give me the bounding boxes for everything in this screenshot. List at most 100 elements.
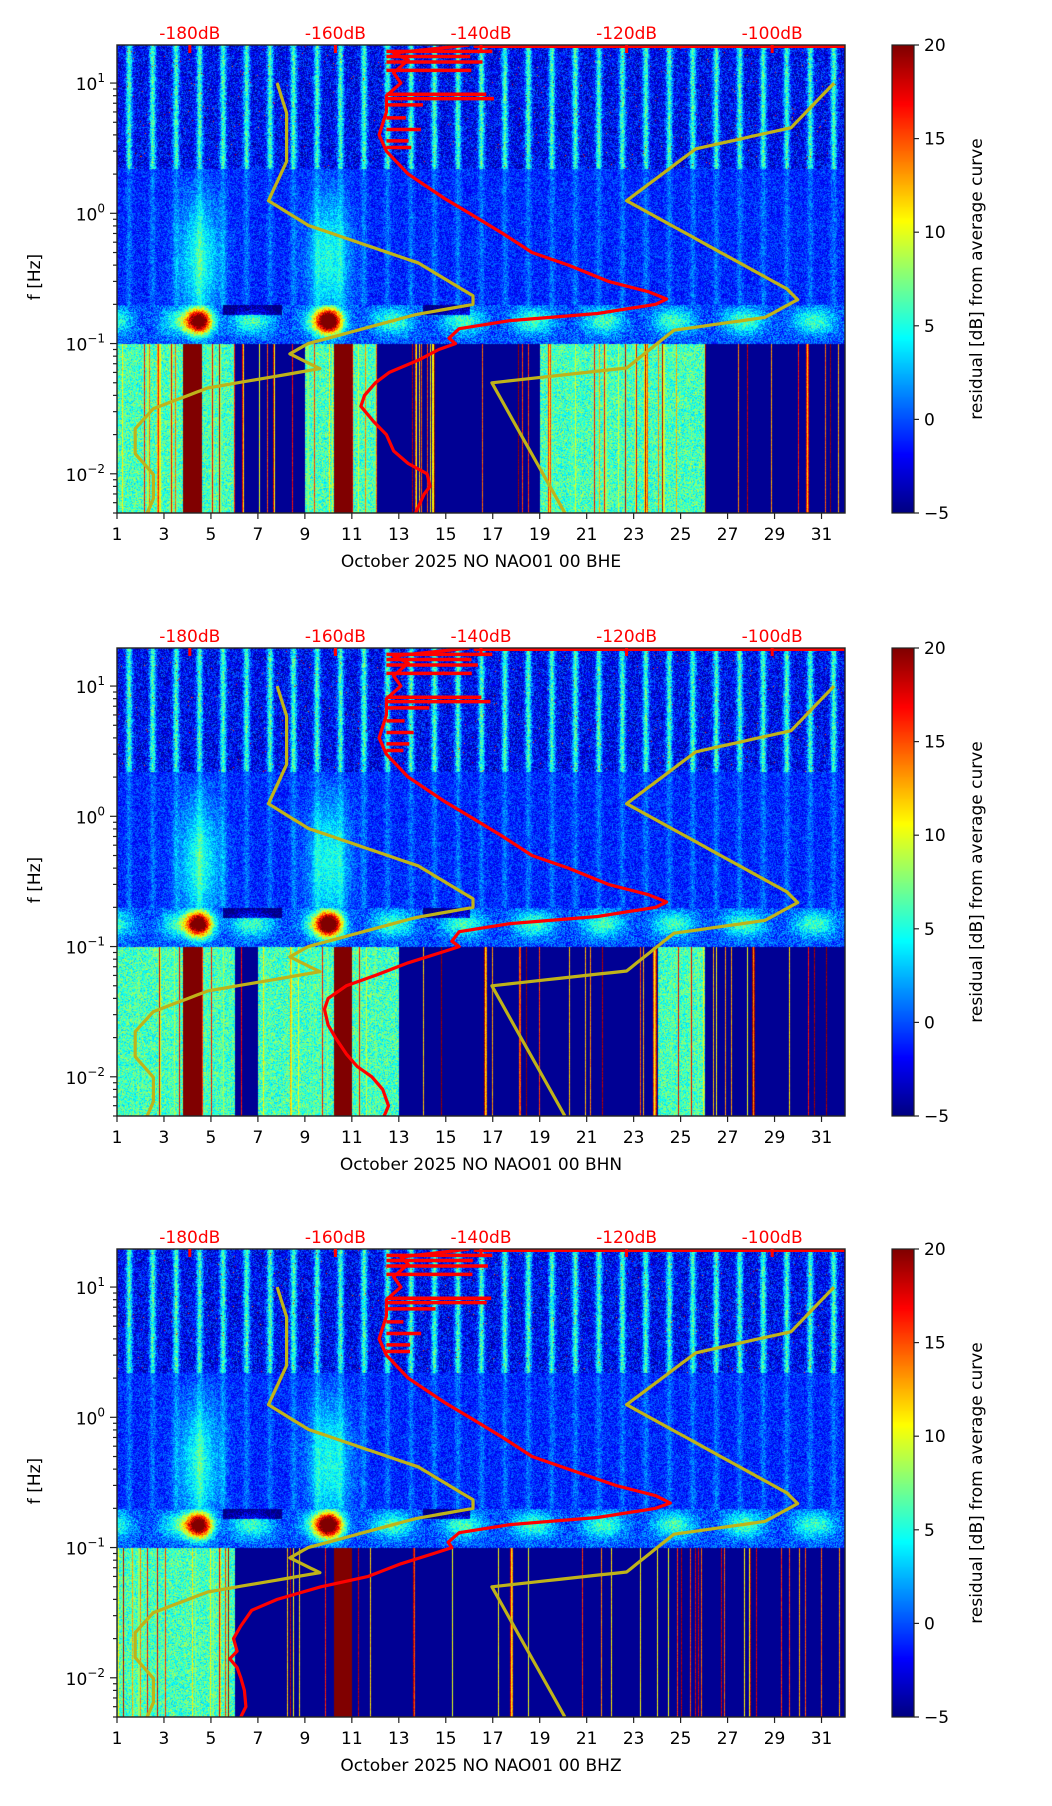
x-tick-label: 9 — [299, 1729, 310, 1749]
x-tick-label: 15 — [435, 525, 457, 545]
colorbar-frame — [891, 1248, 915, 1718]
colorbar-tick-label: 15 — [924, 1334, 946, 1354]
x-tick-label: 27 — [717, 1128, 739, 1148]
x-tick-label: 23 — [623, 525, 645, 545]
colorbar-tick-label: 5 — [924, 920, 935, 940]
x-tick-label: 29 — [764, 525, 786, 545]
db-scale-label: -160dB — [305, 627, 366, 647]
y-tick-label: 101 — [76, 674, 105, 698]
x-tick-label: 23 — [623, 1128, 645, 1148]
x-tick-label: 31 — [811, 525, 833, 545]
x-tick-label: 21 — [576, 1729, 598, 1749]
db-scale-label: -120dB — [596, 1228, 657, 1248]
db-scale-label: -100dB — [742, 24, 803, 44]
axes-frame — [116, 1248, 846, 1718]
y-tick-label: 10−2 — [66, 1666, 105, 1690]
nlnm-curve — [133, 685, 475, 1116]
x-tick-label: 3 — [159, 525, 170, 545]
colorbar-tick-label: 0 — [924, 1013, 935, 1033]
x-tick-label: 3 — [159, 1128, 170, 1148]
colorbar-label: residual [dB] from average curve — [967, 138, 987, 419]
colorbar-tick-label: 20 — [924, 639, 946, 659]
x-axis-label: October 2025 NO NAO01 00 BHZ — [340, 1756, 621, 1776]
x-tick-label: 5 — [206, 525, 217, 545]
nhnm-curve — [490, 1285, 836, 1717]
x-tick-label: 11 — [341, 1729, 363, 1749]
x-tick-label: 13 — [388, 1729, 410, 1749]
db-scale-label: -160dB — [305, 24, 366, 44]
db-scale-label: -160dB — [305, 1228, 366, 1248]
average-psd-curve — [322, 648, 669, 1116]
colorbar-frame — [891, 44, 915, 514]
y-tick-label: 10−1 — [66, 1536, 105, 1560]
axes-frame — [116, 647, 846, 1117]
db-scale-label: -120dB — [596, 627, 657, 647]
spectrogram-bhn — [117, 648, 845, 1116]
colorbar-tick-label: 20 — [924, 36, 946, 56]
db-scale-label: -140dB — [450, 24, 511, 44]
colorbar-tick-label: 15 — [924, 733, 946, 753]
x-tick-label: 1 — [112, 525, 123, 545]
nlnm-curve — [133, 1286, 475, 1717]
nhnm-curve — [490, 81, 836, 513]
x-tick-label: 11 — [341, 525, 363, 545]
nlnm-curve — [133, 82, 475, 513]
x-tick-label: 9 — [299, 525, 310, 545]
colorbar-tick-label: −5 — [924, 504, 949, 524]
colorbar-frame — [891, 647, 915, 1117]
colorbar-bhn — [892, 648, 914, 1116]
y-tick-label: 10−1 — [66, 935, 105, 959]
x-tick-label: 11 — [341, 1128, 363, 1148]
colorbar-label: residual [dB] from average curve — [967, 1342, 987, 1623]
x-tick-label: 21 — [576, 1128, 598, 1148]
colorbar-bhz — [892, 1249, 914, 1717]
x-tick-label: 29 — [764, 1128, 786, 1148]
colorbar-tick-label: 10 — [924, 826, 946, 846]
db-scale-label: -100dB — [742, 1228, 803, 1248]
x-tick-label: 21 — [576, 525, 598, 545]
db-scale-label: -140dB — [450, 627, 511, 647]
y-tick-label: 101 — [76, 71, 105, 95]
x-tick-label: 5 — [206, 1729, 217, 1749]
colorbar-tick-label: 0 — [924, 1614, 935, 1634]
colorbar-label: residual [dB] from average curve — [967, 741, 987, 1022]
colorbar-tick-label: 20 — [924, 1240, 946, 1260]
colorbar-tick-label: 0 — [924, 410, 935, 430]
nhnm-curve — [490, 684, 836, 1116]
x-tick-label: 23 — [623, 1729, 645, 1749]
x-tick-label: 7 — [252, 1128, 263, 1148]
x-tick-label: 3 — [159, 1729, 170, 1749]
x-tick-label: 29 — [764, 1729, 786, 1749]
x-tick-label: 7 — [252, 1729, 263, 1749]
colorbar-bhe — [892, 45, 914, 513]
colorbar-tick-label: 15 — [924, 130, 946, 150]
db-scale-label: -180dB — [159, 627, 220, 647]
average-psd-curve — [359, 45, 669, 513]
x-tick-label: 17 — [482, 525, 504, 545]
colorbar-tick-label: 5 — [924, 1521, 935, 1541]
x-tick-label: 19 — [529, 1729, 551, 1749]
colorbar-tick-label: −5 — [924, 1708, 949, 1728]
y-axis-label: f [Hz] — [25, 857, 45, 903]
y-tick-label: 100 — [76, 1405, 105, 1429]
x-tick-label: 31 — [811, 1729, 833, 1749]
y-tick-label: 100 — [76, 804, 105, 828]
x-tick-label: 1 — [112, 1128, 123, 1148]
axes-frame — [116, 44, 846, 514]
x-tick-label: 25 — [670, 525, 692, 545]
x-tick-label: 27 — [717, 1729, 739, 1749]
db-scale-label: -140dB — [450, 1228, 511, 1248]
y-axis-label: f [Hz] — [25, 1458, 45, 1504]
colorbar-tick-label: −5 — [924, 1107, 949, 1127]
average-psd-curve — [228, 1249, 672, 1717]
x-tick-label: 1 — [112, 1729, 123, 1749]
db-scale-label: -180dB — [159, 24, 220, 44]
x-tick-label: 13 — [388, 525, 410, 545]
x-tick-label: 7 — [252, 525, 263, 545]
y-tick-label: 100 — [76, 201, 105, 225]
db-scale-label: -180dB — [159, 1228, 220, 1248]
x-tick-label: 17 — [482, 1729, 504, 1749]
